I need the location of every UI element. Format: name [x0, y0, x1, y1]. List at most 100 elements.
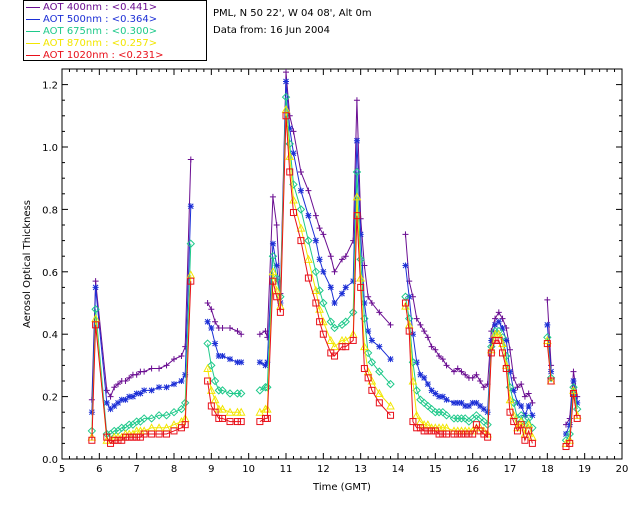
data-point: [281, 92, 291, 102]
data-point: [357, 231, 364, 238]
data-point: [421, 328, 428, 335]
data-point: [225, 389, 235, 398]
data-point: [544, 321, 551, 328]
data-point: [357, 283, 365, 291]
data-point: [499, 315, 506, 322]
data-point: [126, 393, 133, 400]
data-point: [454, 399, 461, 406]
data-point: [457, 414, 466, 423]
data-point: [424, 427, 432, 435]
data-point: [331, 300, 338, 306]
data-point: [92, 321, 100, 329]
data-point: [412, 410, 422, 419]
data-point: [137, 390, 144, 397]
data-point: [421, 374, 428, 381]
data-point: [208, 306, 215, 313]
data-point: [492, 321, 499, 328]
data-point: [510, 387, 517, 394]
data-point: [88, 436, 96, 444]
data-point: [566, 439, 574, 447]
data-point: [187, 156, 194, 163]
data-point: [237, 418, 245, 426]
data-point: [507, 368, 513, 375]
data-point: [210, 376, 220, 386]
series-line: [207, 380, 242, 423]
date-info: Data from: 16 Jun 2004: [213, 25, 331, 36]
data-point: [121, 433, 129, 441]
legend-swatch-400: [26, 6, 40, 8]
data-point: [360, 365, 368, 373]
data-point: [320, 268, 327, 275]
data-point: [92, 278, 99, 285]
data-point: [450, 430, 458, 438]
y-tick-label: 1.2: [42, 81, 58, 92]
data-point: [163, 362, 170, 369]
data-point: [331, 268, 338, 275]
data-point: [484, 409, 491, 416]
data-point: [178, 353, 185, 360]
data-point: [387, 321, 394, 328]
data-point: [469, 374, 476, 381]
data-point: [443, 430, 451, 438]
data-point: [434, 407, 444, 417]
data-point: [473, 399, 480, 406]
data-point: [115, 399, 121, 406]
data-point: [432, 346, 439, 353]
x-tick-label: 11: [280, 464, 293, 475]
data-point: [181, 421, 189, 429]
data-point: [502, 351, 511, 361]
series-line: [259, 81, 391, 367]
data-point: [215, 414, 223, 422]
legend-swatch-1020: [26, 54, 40, 56]
data-point: [521, 436, 529, 444]
data-point: [91, 305, 100, 314]
x-tick-label: 8: [171, 464, 177, 475]
data-point: [488, 337, 495, 344]
data-point: [304, 236, 313, 245]
axis-ticks: 5 6 7 8 9 10 11 12 13 14 15 16 17 18 19 20 0.0 0.2 0.4 0.6 0…: [42, 69, 628, 475]
data-point: [312, 212, 319, 219]
data-point: [428, 427, 436, 435]
data-point: [92, 284, 99, 291]
data-point: [178, 378, 185, 384]
data-point: [163, 430, 171, 438]
legend-item-1020: AOT 1020nm : <0.231>: [26, 50, 163, 62]
y-tick-label: 0.0: [42, 455, 58, 466]
data-point: [204, 318, 211, 325]
series-line: [91, 274, 192, 441]
data-point: [256, 331, 263, 338]
data-point: [435, 430, 443, 438]
data-point: [492, 315, 499, 322]
data-point: [297, 187, 304, 194]
data-point: [206, 385, 216, 394]
data-point: [469, 430, 477, 438]
data-point: [234, 359, 241, 366]
data-point: [484, 433, 492, 441]
series-4: [88, 112, 581, 451]
x-tick-label: 15: [429, 464, 442, 475]
data-point: [170, 427, 178, 435]
data-point: [432, 390, 439, 397]
data-point: [365, 328, 372, 335]
data-point: [525, 427, 533, 435]
data-point: [210, 395, 220, 404]
data-point: [506, 408, 514, 416]
data-point: [368, 337, 375, 344]
data-point: [352, 167, 362, 177]
data-point: [126, 374, 133, 381]
data-point: [283, 69, 289, 76]
data-point: [115, 381, 121, 388]
data-point: [226, 418, 234, 426]
x-tick-label: 20: [616, 464, 629, 475]
data-point: [499, 324, 506, 331]
site-info: PML, N 50 22', W 04 08', Alt 0m: [213, 8, 372, 19]
data-point: [386, 401, 395, 410]
legend: AOT 400nm : <0.441> AOT 500nm : <0.364> …: [23, 0, 207, 61]
data-point: [326, 317, 336, 326]
data-point: [458, 399, 465, 406]
legend-swatch-500: [26, 18, 40, 20]
data-point: [462, 402, 469, 409]
data-point: [110, 436, 118, 444]
data-point: [472, 421, 480, 429]
